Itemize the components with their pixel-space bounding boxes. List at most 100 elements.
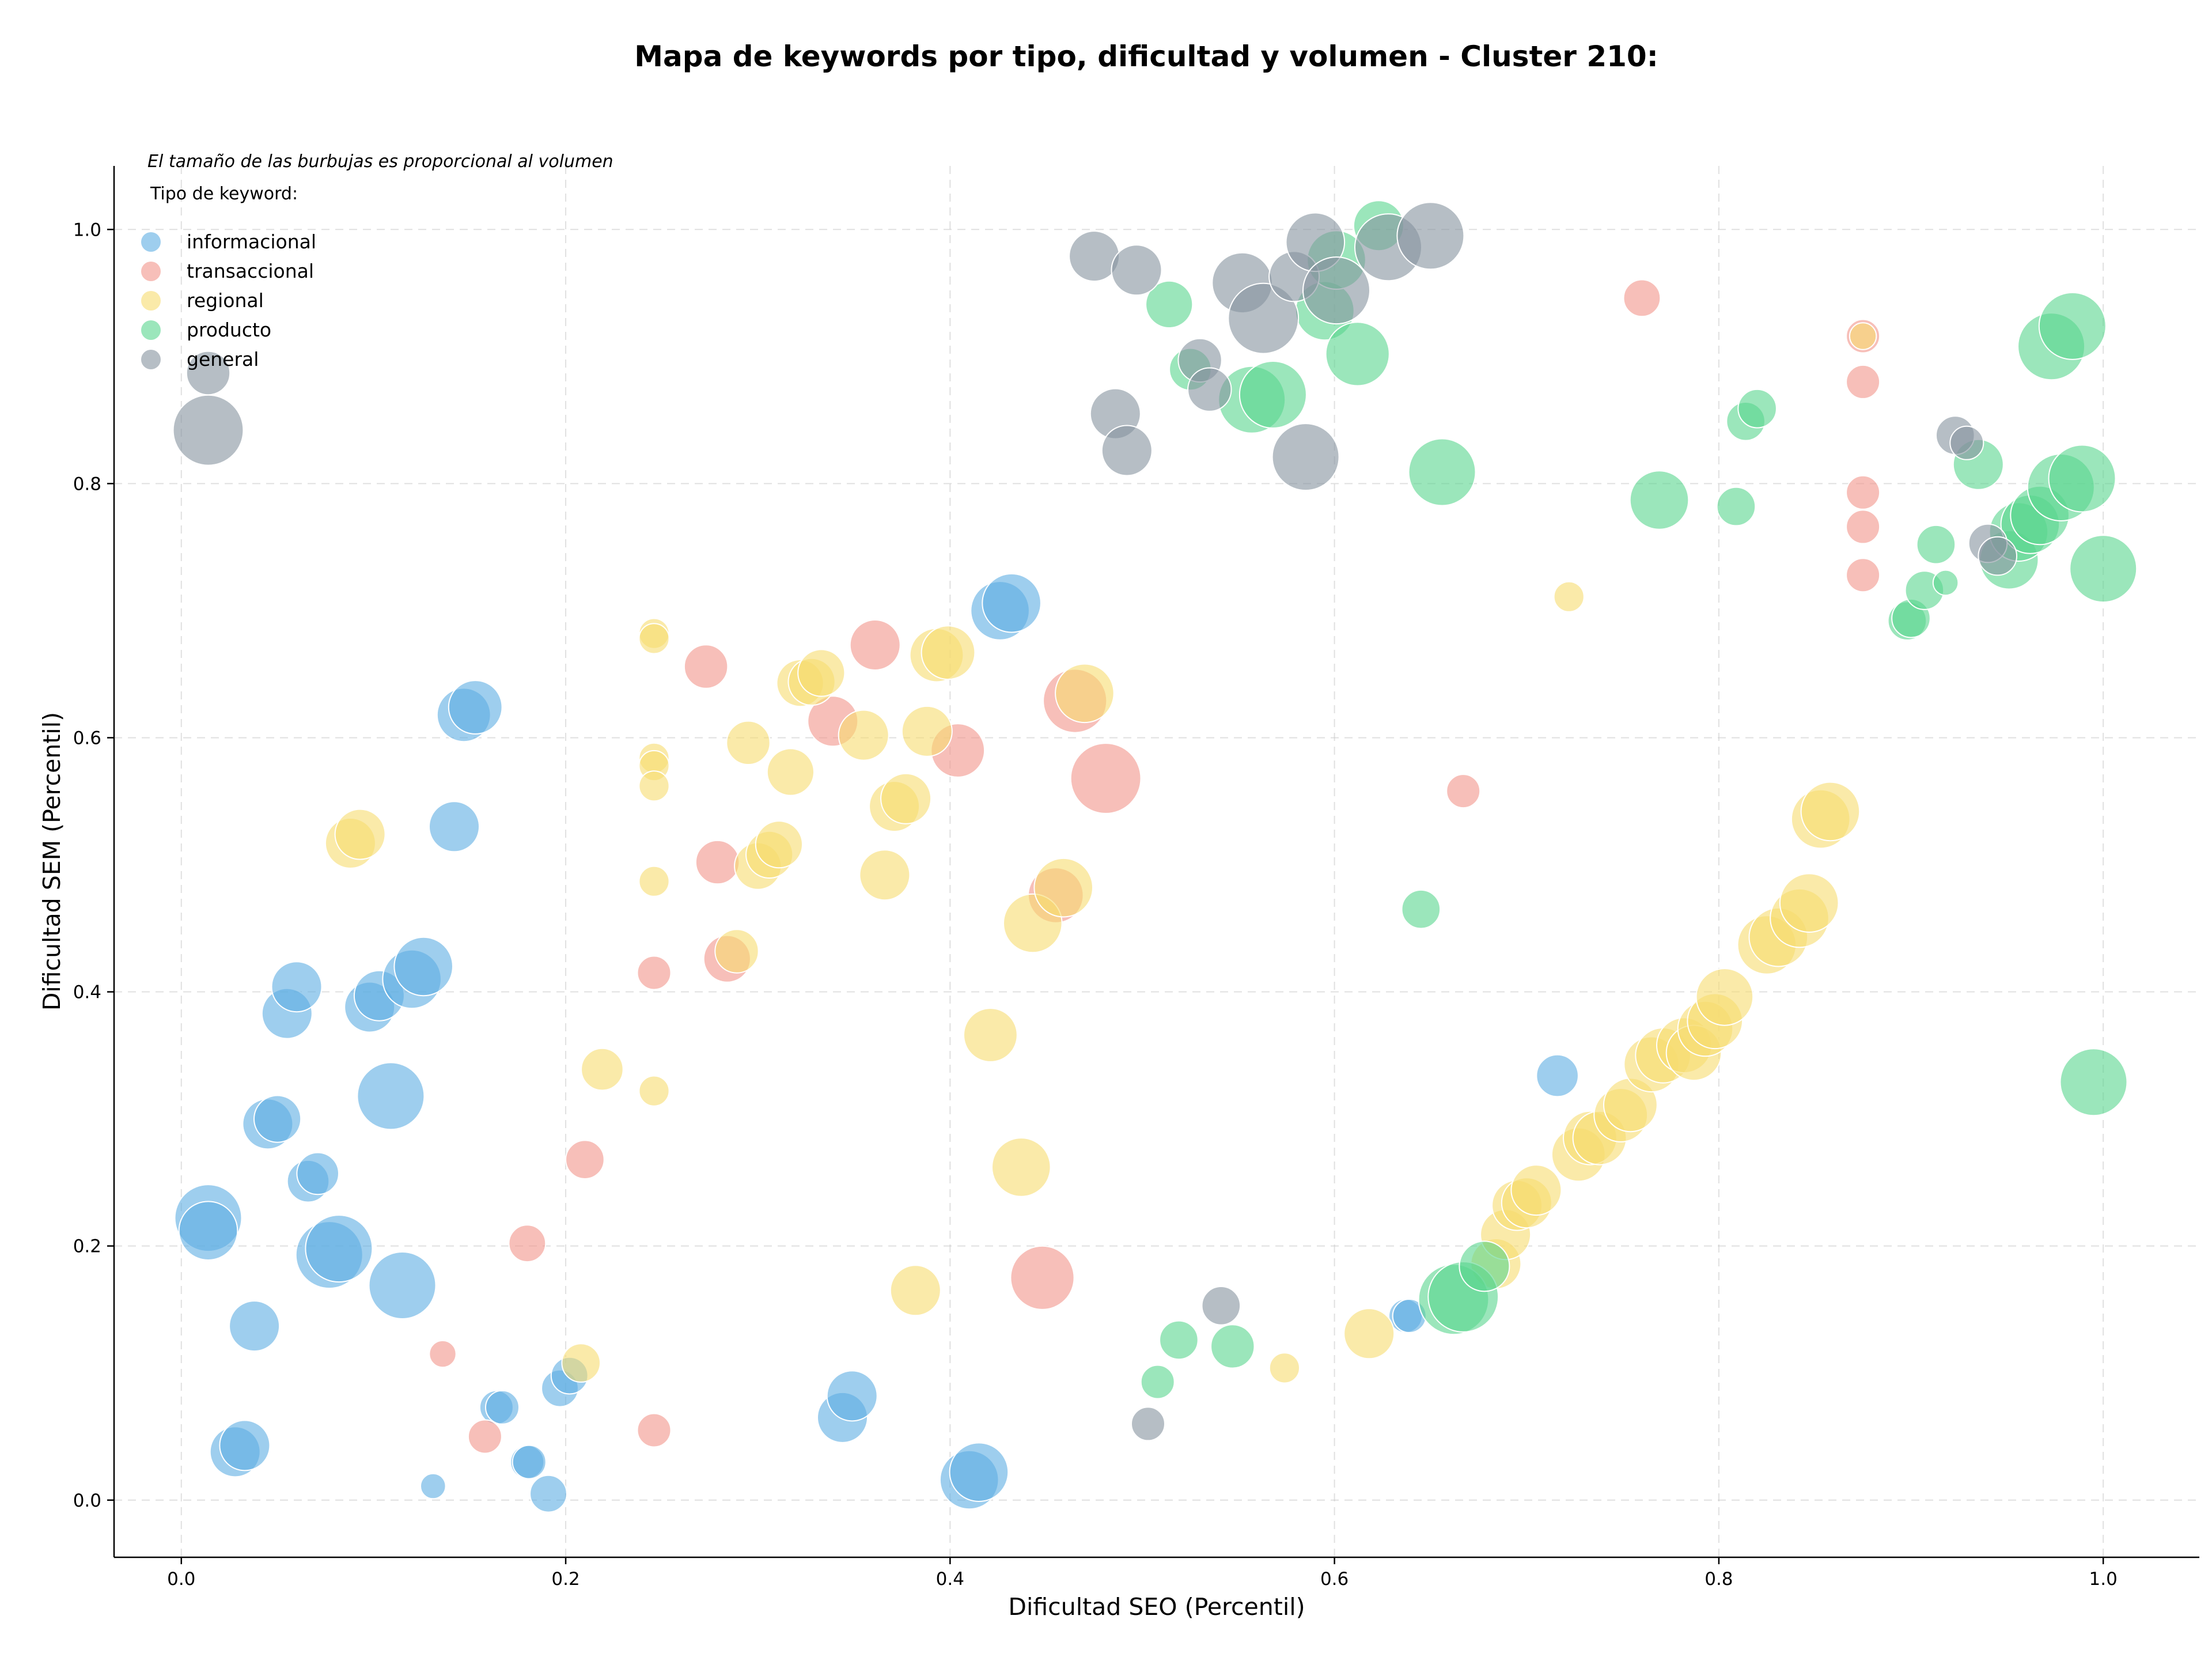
legend-marker-general [141, 350, 161, 369]
bubble-producto [1408, 438, 1476, 506]
x-tick-label: 0.4 [936, 1569, 964, 1590]
bubble-producto [1459, 1240, 1510, 1292]
legend-marker-regional [141, 291, 161, 311]
bubble-regional [581, 1047, 624, 1091]
bubble-informacional [826, 1370, 878, 1422]
bubble-general [1111, 244, 1162, 296]
bubble-transaccional [467, 1419, 502, 1454]
bubble-size-note: El tamaño de las burbujas es proporciona… [147, 152, 613, 172]
bubble-informacional [253, 1095, 302, 1143]
grid-lines [114, 166, 2199, 1557]
bubble-producto [2048, 444, 2116, 513]
bubble-informacional [1536, 1054, 1579, 1098]
bubble-transaccional [1846, 558, 1881, 593]
bubble-informacional [178, 1201, 238, 1261]
x-tick-label: 0.2 [551, 1569, 579, 1590]
legend-item-general: general [141, 348, 259, 370]
bubble-general [1228, 282, 1300, 354]
bubble-producto [2069, 535, 2138, 603]
bubble-informacional [219, 1420, 271, 1471]
bubble-informacional [529, 1474, 567, 1513]
bubble-general [1187, 367, 1232, 412]
bubble-regional [638, 1075, 670, 1107]
bubble-regional [1343, 1308, 1395, 1360]
bubble-transaccional [429, 1340, 457, 1368]
y-tick-label: 0.0 [73, 1490, 101, 1511]
legend-item-regional: regional [141, 289, 264, 312]
bubble-regional [1510, 1164, 1562, 1216]
bubble-producto [1140, 1364, 1175, 1399]
bubble-regional [859, 849, 911, 901]
y-tick-label: 0.8 [73, 474, 101, 494]
bubble-transaccional [1010, 1245, 1075, 1310]
bubble-general [1101, 425, 1153, 476]
bubble-regional [880, 773, 932, 824]
x-axis-ticks: 0.0 0.2 0.4 0.6 0.8 1.0 [167, 1557, 2118, 1590]
bubble-regional [755, 820, 804, 869]
bubble-regional [1695, 968, 1754, 1026]
bubble-regional [838, 709, 889, 761]
bubble-transaccional [683, 644, 729, 689]
legend-item-producto: producto [141, 319, 271, 341]
x-tick-label: 0.6 [1320, 1569, 1349, 1590]
bubbles-layer [172, 200, 2138, 1513]
legend-label-producto: producto [187, 319, 271, 341]
series-producto [1140, 200, 2138, 1399]
bubble-regional [1800, 781, 1861, 842]
bubble-general [1131, 1406, 1165, 1441]
bubble-producto [2038, 292, 2107, 360]
bubble-transaccional [1846, 475, 1881, 510]
bubble-producto [1325, 321, 1390, 387]
y-axis-ticks: 0.0 0.2 0.4 0.6 0.8 1.0 [73, 220, 114, 1511]
bubble-regional [1033, 857, 1093, 918]
bubble-regional [766, 748, 815, 796]
bubble-regional [714, 929, 759, 974]
bubble-informacional [485, 1390, 520, 1425]
bubble-producto [1210, 1324, 1255, 1369]
legend-title: Tipo de keyword: [150, 184, 298, 204]
bubble-regional [921, 625, 976, 680]
legend-item-transaccional: transaccional [141, 260, 314, 282]
legend-marker-informacional [141, 232, 161, 252]
x-axis-label: Dificultad SEO (Percentil) [1008, 1593, 1305, 1621]
bubble-producto [2059, 1048, 2128, 1117]
series-transaccional [429, 279, 1881, 1454]
series-regional [324, 322, 1877, 1384]
series-general [172, 202, 2017, 1441]
bubble-informacional [368, 1251, 437, 1319]
bubble-regional [334, 808, 386, 860]
bubble-transaccional [637, 1413, 672, 1448]
bubble-general [1302, 256, 1370, 325]
bubble-transaccional [1846, 509, 1881, 544]
bubble-regional [963, 1008, 1018, 1062]
bubble-transaccional [508, 1224, 547, 1263]
bubble-transaccional [565, 1140, 605, 1179]
bubble-producto [1932, 569, 1959, 596]
bubble-regional [1553, 581, 1585, 612]
bubble-informacional [949, 1442, 1009, 1502]
bubble-transaccional [1846, 364, 1881, 399]
bubble-producto [1159, 1320, 1199, 1360]
bubble-general [1201, 1286, 1241, 1326]
bubble-transaccional [695, 839, 740, 885]
x-tick-label: 0.8 [1705, 1569, 1733, 1590]
bubble-general [172, 394, 244, 466]
bubble-regional [1055, 663, 1115, 724]
y-axis-label: Dificultad SEM (Percentil) [38, 712, 66, 1011]
bubble-regional [1849, 322, 1877, 350]
bubble-producto [1238, 361, 1307, 429]
legend-marker-transaccional [141, 262, 161, 281]
bubble-regional [726, 720, 771, 766]
bubble-transaccional [637, 955, 672, 990]
bubble-informacional [305, 1214, 373, 1283]
bubble-informacional [512, 1444, 547, 1480]
bubble-regional [991, 1137, 1051, 1197]
bubble-regional [797, 649, 846, 697]
bubble-producto [1737, 388, 1777, 429]
bubble-transaccional [1070, 743, 1142, 814]
bubble-informacional [420, 1473, 446, 1500]
bubble-producto [1629, 470, 1690, 530]
bubble-informacional [296, 1152, 340, 1195]
x-tick-label: 0.0 [167, 1569, 195, 1590]
